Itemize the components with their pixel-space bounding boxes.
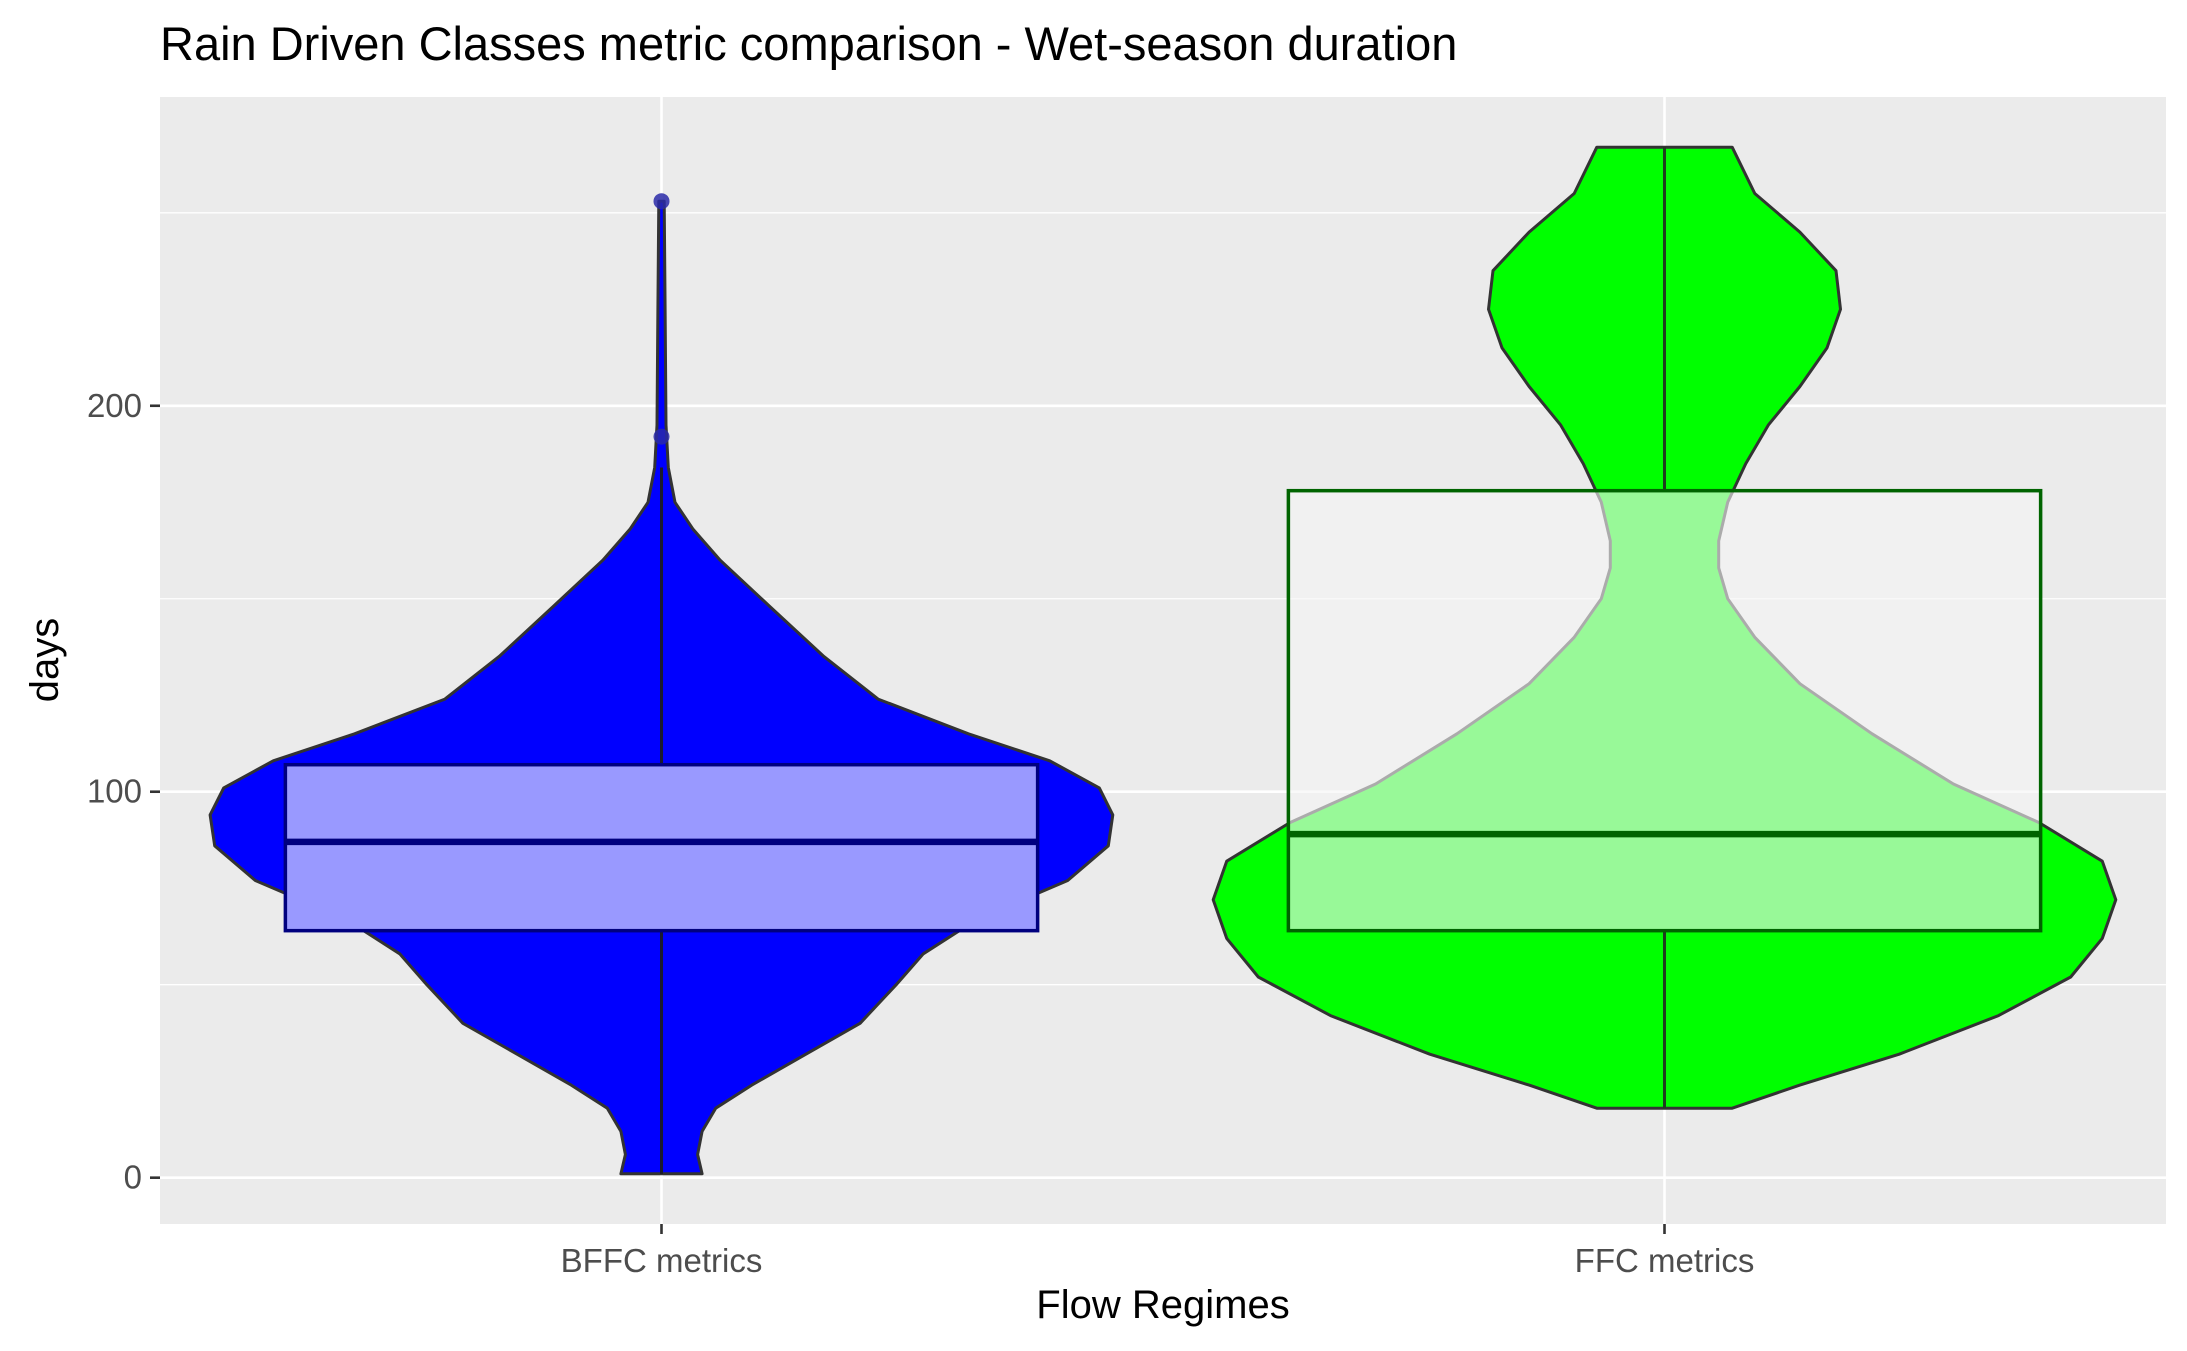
- x-tick-label: BFFC metrics: [561, 1242, 763, 1279]
- y-tick-label: 200: [87, 387, 142, 424]
- y-tick-label: 0: [124, 1159, 142, 1196]
- box-ffc: [1286, 488, 2043, 933]
- x-tick-label: FFC metrics: [1575, 1242, 1755, 1279]
- boxplots: [283, 147, 2043, 1174]
- outlier-point-bffc: [653, 193, 670, 210]
- chart-title: Rain Driven Classes metric comparison - …: [160, 17, 1457, 70]
- y-axis-title: days: [23, 618, 67, 703]
- x-axis-title: Flow Regimes: [1036, 1283, 1289, 1327]
- axes: 0 100 200 BFFC metrics FFC metrics: [87, 387, 1754, 1279]
- box-bffc: [283, 762, 1040, 933]
- outlier-point-bffc: [653, 428, 670, 445]
- y-tick-label: 100: [87, 773, 142, 810]
